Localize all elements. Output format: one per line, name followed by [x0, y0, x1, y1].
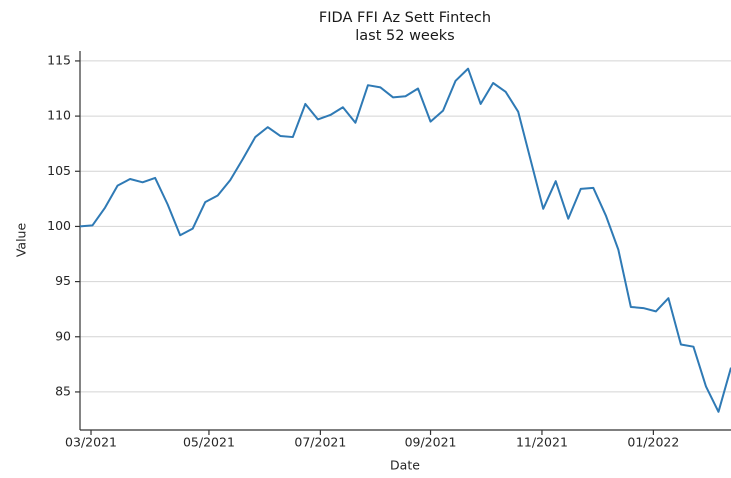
y-tick-label: 85: [55, 383, 71, 398]
x-tick-label: 07/2021: [294, 435, 346, 450]
x-tick-label: 01/2022: [627, 435, 679, 450]
x-axis-label: Date: [390, 458, 420, 473]
chart-title: FIDA FFI Az Sett Fintech: [319, 10, 491, 26]
y-axis-label: Value: [14, 223, 29, 258]
line-series: [79, 67, 731, 413]
x-tick-label: 03/2021: [65, 435, 117, 450]
y-tick-label: 100: [47, 218, 71, 233]
x-tick-label: 09/2021: [405, 435, 457, 450]
y-tick-label: 90: [55, 328, 71, 343]
y-tick-label: 110: [47, 108, 71, 123]
x-tick-label: 05/2021: [183, 435, 235, 450]
y-tick-label: 115: [47, 52, 71, 67]
y-tick-label: 95: [55, 273, 71, 288]
chart-subtitle: last 52 weeks: [355, 28, 454, 44]
y-tick-label: 105: [47, 163, 71, 178]
x-tick-label: 11/2021: [516, 435, 568, 450]
